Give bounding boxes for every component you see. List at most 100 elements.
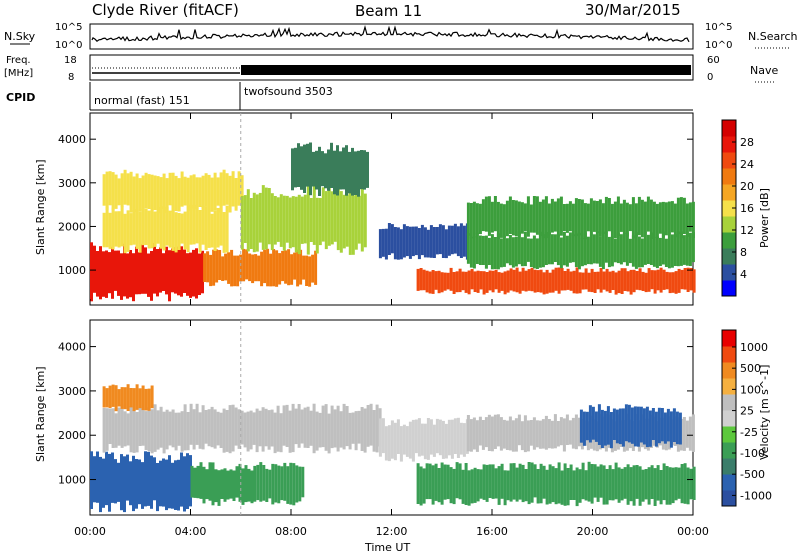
- power-region-0-stripe: [165, 246, 168, 295]
- nsky-label: N.Sky: [4, 30, 36, 43]
- power-region-7-stripe: [482, 271, 486, 295]
- power-region-6-stripe: [429, 225, 433, 258]
- power-region-8-stripe: [583, 232, 587, 266]
- power-region-7-stripe: [455, 271, 459, 293]
- velocity-region-7-stripe: [550, 420, 554, 449]
- power-region-8-stripe: [535, 238, 539, 269]
- power-region-7-stripe: [422, 269, 426, 291]
- power-region-8-stripe: [490, 234, 494, 270]
- velocity-region-3-stripe: [117, 407, 121, 446]
- power-region-7-stripe: [563, 271, 567, 291]
- power-region-9-stripe: [688, 202, 692, 232]
- power-region-9-stripe: [601, 203, 605, 234]
- velocity-region-8-stripe: [636, 406, 640, 447]
- power-region-9-stripe: [637, 196, 641, 236]
- power-region-8-stripe: [568, 232, 572, 263]
- power-region-6-stripe: [414, 226, 418, 256]
- power-region-7-stripe: [518, 271, 522, 294]
- velocity-region-7-stripe: [526, 420, 530, 452]
- velocity-region-1-stripe: [217, 470, 221, 506]
- velocity-region-2-stripe: [265, 468, 269, 502]
- power-region-5-stripe: [294, 147, 297, 188]
- power-region-2-stripe: [168, 210, 172, 248]
- power-region-2-stripe: [180, 213, 184, 244]
- velocity-region-3-stripe: [303, 407, 307, 448]
- power-region-1-stripe: [224, 253, 228, 281]
- power-region-1-stripe: [254, 254, 258, 282]
- power-region-7-stripe: [590, 268, 594, 293]
- velocity-region-8-stripe: [672, 408, 676, 442]
- power-region-9-stripe: [511, 200, 515, 236]
- power-region-8-stripe: [625, 232, 629, 266]
- velocity-region-3-stripe: [120, 404, 124, 448]
- velocity-region-6-stripe: [569, 464, 573, 500]
- power-region-3-stripe: [189, 175, 193, 211]
- power-region-6-stripe: [441, 225, 445, 258]
- power-region-1-stripe: [233, 255, 237, 287]
- beam-title: Beam 11: [355, 2, 422, 20]
- velocity-region-8-stripe: [579, 409, 583, 443]
- power-region-1-stripe: [203, 253, 207, 282]
- power-region-5-stripe: [327, 149, 330, 191]
- velocity-region-7-stripe: [514, 418, 518, 452]
- power-region-6-stripe: [447, 225, 451, 256]
- power-region-2-stripe: [150, 209, 154, 249]
- velocity-colorbar-segment: [722, 474, 736, 491]
- power-region-8-stripe: [556, 234, 560, 266]
- velocity-region-3-stripe: [348, 412, 352, 450]
- power-region-2-stripe: [147, 210, 151, 249]
- velocity-region-7-stripe: [571, 417, 575, 449]
- velocity-region-1-stripe: [190, 465, 194, 498]
- x-tick-label: 08:00: [275, 525, 307, 538]
- power-region-7-stripe: [488, 270, 492, 291]
- velocity-region-3-stripe: [339, 411, 343, 448]
- velocity-region-2-stripe: [298, 466, 302, 502]
- velocity-region-3-stripe: [225, 410, 229, 452]
- velocity-region-6-stripe: [506, 470, 510, 501]
- power-region-4-stripe: [321, 187, 325, 242]
- velocity-region-1-stripe: [244, 465, 248, 503]
- power-region-0-stripe: [90, 242, 93, 302]
- velocity-region-4-stripe: [129, 388, 133, 408]
- velocity-region-3-stripe: [111, 408, 115, 448]
- velocity-region-5-stripe: [432, 424, 436, 457]
- power-region-3-stripe: [162, 173, 166, 209]
- noise-panel-frame: [89, 23, 694, 50]
- velocity-region-3-stripe: [114, 413, 118, 448]
- velocity-region-6-stripe: [668, 467, 672, 505]
- power-region-4-stripe: [273, 196, 277, 245]
- velocity-region-6-stripe: [482, 464, 486, 500]
- power-region-7-stripe: [569, 271, 573, 291]
- power-region-3-stripe: [111, 172, 115, 211]
- power-region-3-stripe: [156, 176, 160, 213]
- power-region-4-stripe: [312, 185, 316, 245]
- velocity-region-2-stripe: [286, 466, 290, 504]
- velocity-region-3-stripe: [189, 403, 193, 445]
- power-region-8-stripe: [529, 238, 533, 267]
- power-region-4-stripe: [351, 195, 355, 255]
- power-region-8-stripe: [580, 238, 584, 267]
- velocity-region-6-stripe: [545, 469, 549, 505]
- velocity-region-3-stripe: [264, 408, 268, 447]
- power-region-5-stripe: [345, 145, 348, 196]
- power-region-9-stripe: [571, 203, 575, 237]
- power-region-6-stripe: [435, 227, 439, 255]
- velocity-region-3-stripe: [177, 412, 181, 446]
- power-region-7-stripe: [686, 267, 690, 292]
- power-region-8-stripe: [487, 237, 491, 265]
- velocity-region-0-stripe: [135, 459, 138, 509]
- power-region-8-stripe: [613, 238, 617, 263]
- power-colorbar-segment: [722, 120, 736, 137]
- power-region-2-stripe: [126, 210, 130, 252]
- power-region-2-stripe: [219, 204, 223, 246]
- velocity-region-3-stripe: [369, 403, 373, 446]
- velocity-region-7-stripe: [499, 417, 503, 451]
- velocity-region-6-stripe: [560, 470, 564, 505]
- velocity-region-6-stripe: [479, 469, 483, 499]
- power-region-3-stripe: [129, 171, 133, 213]
- velocity-region-6-stripe: [416, 463, 420, 504]
- velocity-y-ticks: 1000 2000 3000 4000: [58, 341, 693, 487]
- velocity-region-3-stripe: [360, 407, 364, 451]
- velocity-region-7-stripe: [544, 415, 548, 450]
- power-region-4-stripe: [276, 197, 280, 242]
